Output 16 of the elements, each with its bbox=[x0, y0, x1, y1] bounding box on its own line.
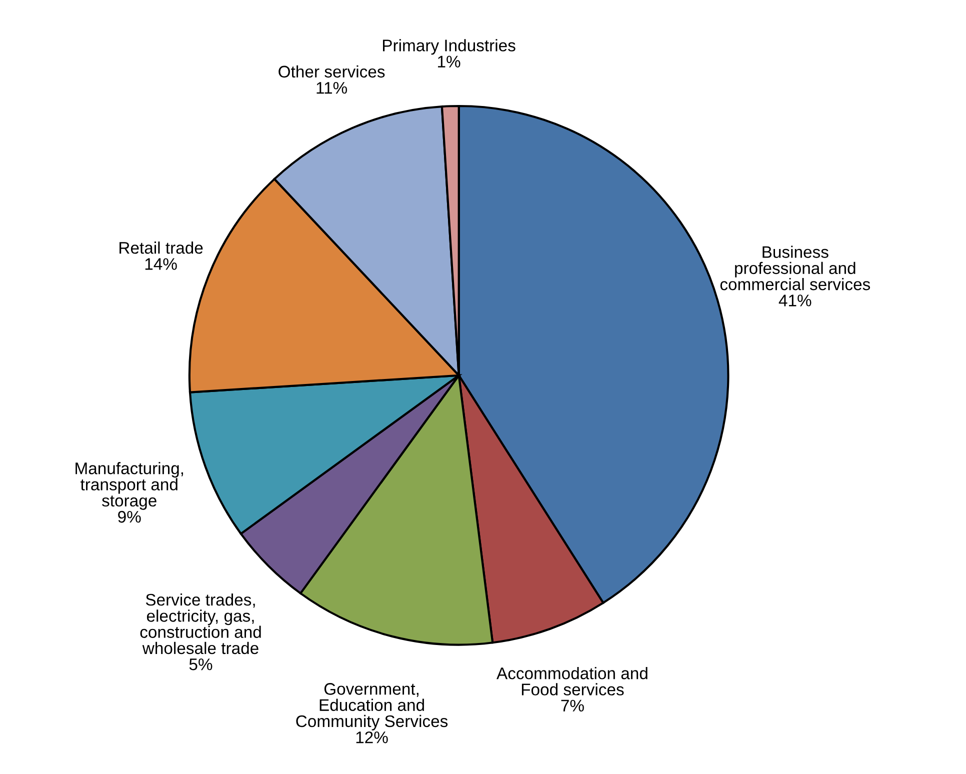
slice-label: Retail trade bbox=[120, 242, 203, 254]
data-label: 9% bbox=[118, 510, 141, 523]
data-label: 1% bbox=[438, 56, 460, 68]
slice-label: Primary Industries bbox=[383, 39, 516, 55]
data-label: 12% bbox=[356, 731, 388, 744]
slice-label: Accommodation and Food services bbox=[496, 667, 648, 696]
data-label: 7% bbox=[561, 700, 584, 712]
slice-label: Business professional and commercial services bbox=[720, 246, 870, 290]
data-label: 14% bbox=[145, 258, 177, 270]
data-label: 41% bbox=[778, 294, 812, 306]
slice-label: Manufacturing, transport and storage bbox=[76, 462, 183, 510]
slice-label: Service trades, electricity, gas, construction and wholesale trade bbox=[140, 593, 261, 654]
data-label: 5% bbox=[189, 658, 212, 670]
slice-label: Government, Education and Community Services bbox=[296, 683, 448, 730]
slice-label: Other services bbox=[278, 65, 385, 78]
data-label: 11% bbox=[316, 82, 348, 94]
